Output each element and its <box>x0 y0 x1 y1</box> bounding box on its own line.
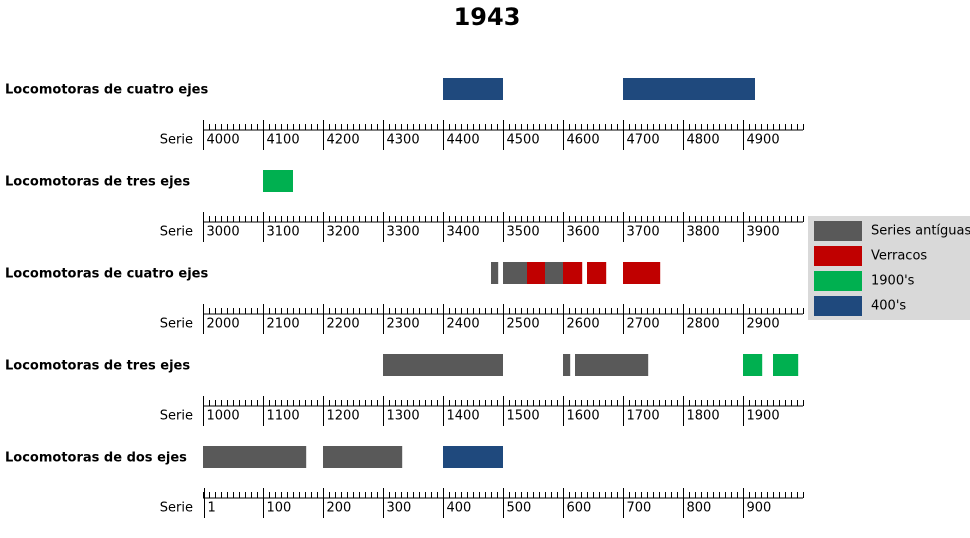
x-tick-label: 600 <box>567 501 592 516</box>
x-tick-label: 700 <box>627 501 652 516</box>
x-tick-label: 1000 <box>207 409 240 424</box>
x-tick-label: 1300 <box>387 409 420 424</box>
bar <box>443 446 503 468</box>
x-tick-label: 800 <box>687 501 712 516</box>
x-tick-label: 100 <box>267 501 292 516</box>
legend-swatch <box>814 271 862 291</box>
bar <box>383 354 503 376</box>
x-tick-label: 3400 <box>447 225 480 240</box>
axis-label: Serie <box>160 225 193 240</box>
x-tick-label: 3500 <box>507 225 540 240</box>
x-tick-label: 1100 <box>267 409 300 424</box>
bar <box>563 262 583 284</box>
x-tick-label: 1200 <box>327 409 360 424</box>
bar <box>443 78 503 100</box>
axis-label: Serie <box>160 317 193 332</box>
legend-swatch <box>814 221 862 241</box>
legend-swatch <box>814 296 862 316</box>
bar <box>623 262 661 284</box>
x-tick-label: 200 <box>327 501 352 516</box>
bar <box>563 354 571 376</box>
x-tick-label: 1900 <box>747 409 780 424</box>
x-tick-label: 3700 <box>627 225 660 240</box>
minor-ticks <box>203 492 804 498</box>
x-tick-label: 2400 <box>447 317 480 332</box>
x-tick-label: 3300 <box>387 225 420 240</box>
x-tick-label: 3200 <box>327 225 360 240</box>
row-label: Locomotoras de dos ejes <box>5 451 187 466</box>
x-tick-label: 4300 <box>387 133 420 148</box>
bar <box>575 354 649 376</box>
row-label: Locomotoras de tres ejes <box>5 175 190 190</box>
x-tick-label: 4100 <box>267 133 300 148</box>
bar <box>323 446 403 468</box>
x-tick-label: 2500 <box>507 317 540 332</box>
x-tick-label: 3900 <box>747 225 780 240</box>
x-tick-label: 4800 <box>687 133 720 148</box>
x-tick-label: 1700 <box>627 409 660 424</box>
legend-label: 1900's <box>871 274 915 289</box>
x-tick-label: 3600 <box>567 225 600 240</box>
x-tick-label: 4000 <box>207 133 240 148</box>
axis-label: Serie <box>160 409 193 424</box>
x-tick-label: 2300 <box>387 317 420 332</box>
bar <box>527 262 545 284</box>
x-tick-label: 4900 <box>747 133 780 148</box>
x-tick-label: 4700 <box>627 133 660 148</box>
chart-title: 1943 <box>454 3 521 31</box>
x-tick-label: 4600 <box>567 133 600 148</box>
x-tick-label: 4200 <box>327 133 360 148</box>
bar <box>623 78 755 100</box>
bar <box>743 354 763 376</box>
bar <box>773 354 799 376</box>
bar <box>263 170 293 192</box>
x-tick-label: 4500 <box>507 133 540 148</box>
x-tick-label: 3000 <box>207 225 240 240</box>
legend-label: Verracos <box>871 249 927 264</box>
x-tick-label: 1500 <box>507 409 540 424</box>
x-tick-label: 900 <box>747 501 772 516</box>
x-tick-label: 400 <box>447 501 472 516</box>
x-tick-label: 2100 <box>267 317 300 332</box>
x-tick-label: 3800 <box>687 225 720 240</box>
bar <box>203 446 307 468</box>
x-tick-label: 2000 <box>207 317 240 332</box>
x-tick-label: 2600 <box>567 317 600 332</box>
x-tick-label: 4400 <box>447 133 480 148</box>
x-tick-label: 2200 <box>327 317 360 332</box>
bar <box>545 262 563 284</box>
bar <box>503 262 527 284</box>
row-label: Locomotoras de cuatro ejes <box>5 83 208 98</box>
row-label: Locomotoras de tres ejes <box>5 359 190 374</box>
legend-label: 400's <box>871 299 906 314</box>
x-tick-label: 2800 <box>687 317 720 332</box>
row-label: Locomotoras de cuatro ejes <box>5 267 208 282</box>
x-tick-label: 2900 <box>747 317 780 332</box>
x-tick-label: 1400 <box>447 409 480 424</box>
bar <box>587 262 607 284</box>
x-tick-label: 300 <box>387 501 412 516</box>
axis-label: Serie <box>160 501 193 516</box>
legend-label: Series antíguas <box>871 224 970 239</box>
x-tick-label: 500 <box>507 501 532 516</box>
axis-label: Serie <box>160 133 193 148</box>
x-tick-label: 3100 <box>267 225 300 240</box>
legend-swatch <box>814 246 862 266</box>
x-tick-label: 1600 <box>567 409 600 424</box>
x-tick-label: 1800 <box>687 409 720 424</box>
bar <box>491 262 499 284</box>
x-tick-label: 2700 <box>627 317 660 332</box>
x-tick-label: 1 <box>208 501 216 516</box>
